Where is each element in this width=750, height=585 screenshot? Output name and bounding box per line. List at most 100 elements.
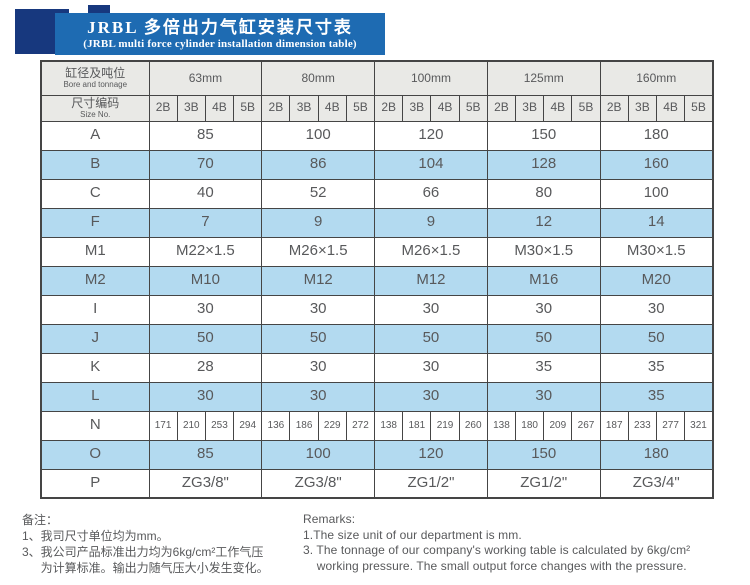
table-row-K: K 28 30 30 35 35: [40, 352, 714, 383]
cell-A-63mm: 85: [148, 120, 263, 151]
cell-M1-80mm: M26×1.5: [261, 236, 376, 267]
row-label-K: K: [40, 352, 150, 383]
cell-F-125mm: 12: [486, 207, 601, 238]
cell-O-125mm: 150: [486, 439, 601, 470]
size-code-125mm-4B: 4B: [543, 94, 573, 122]
cell-C-100mm: 66: [374, 178, 488, 209]
cell-L-80mm: 30: [261, 381, 376, 412]
row-label-N: N: [40, 410, 150, 441]
cell-C-160mm: 100: [599, 178, 714, 209]
table-row-B: B 70 86 104 128 160: [40, 149, 714, 180]
cell-C-63mm: 40: [148, 178, 263, 209]
cell-P-125mm: ZG1/2": [486, 468, 601, 499]
cell-N-80mm-5B: 272: [345, 410, 376, 441]
cell-L-100mm: 30: [374, 381, 488, 412]
cell-B-160mm: 160: [599, 149, 714, 180]
size-code-100mm-5B: 5B: [458, 94, 488, 122]
row-label-O: O: [40, 439, 150, 470]
notes-chinese: 备注： 1、我司尺寸单位均为mm。 3、我公司产品标准出力均为6kg/cm²工作气压…: [22, 512, 269, 576]
row-label-M1: M1: [40, 236, 150, 267]
size-code-80mm-5B: 5B: [345, 94, 376, 122]
cell-B-80mm: 86: [261, 149, 376, 180]
cell-N-160mm-3B: 233: [627, 410, 657, 441]
row-label-B: B: [40, 149, 150, 180]
table-row-O: O 85 100 120 150 180: [40, 439, 714, 470]
corner-bore-label-zh: 缸径及吨位: [65, 65, 126, 80]
cell-K-63mm: 28: [148, 352, 263, 383]
cell-O-100mm: 120: [374, 439, 488, 470]
size-code-160mm-5B: 5B: [684, 94, 714, 122]
size-code-63mm-5B: 5B: [233, 94, 263, 122]
bore-header-100mm: 100mm: [374, 60, 488, 96]
cell-B-63mm: 70: [148, 149, 263, 180]
cell-O-160mm: 180: [599, 439, 714, 470]
size-code-160mm-4B: 4B: [655, 94, 686, 122]
note-en-heading: Remarks:: [303, 512, 356, 526]
row-label-A: A: [40, 120, 150, 151]
cell-B-100mm: 104: [374, 149, 488, 180]
cell-N-100mm-5B: 260: [458, 410, 488, 441]
cell-L-125mm: 30: [486, 381, 601, 412]
cell-K-160mm: 35: [599, 352, 714, 383]
cell-J-100mm: 50: [374, 323, 488, 354]
cell-N-125mm-2B: 138: [486, 410, 517, 441]
cell-F-80mm: 9: [261, 207, 376, 238]
row-label-J: J: [40, 323, 150, 354]
size-code-160mm-2B: 2B: [599, 94, 629, 122]
size-code-63mm-3B: 3B: [176, 94, 206, 122]
row-label-I: I: [40, 294, 150, 325]
cell-M1-125mm: M30×1.5: [486, 236, 601, 267]
cell-C-125mm: 80: [486, 178, 601, 209]
notes-english: Remarks: 1.The size unit of our departmen…: [303, 512, 690, 574]
cell-I-80mm: 30: [261, 294, 376, 325]
cell-K-80mm: 30: [261, 352, 376, 383]
row-label-L: L: [40, 381, 150, 412]
cell-M1-100mm: M26×1.5: [374, 236, 488, 267]
cell-N-100mm-2B: 138: [374, 410, 404, 441]
row-label-P: P: [40, 468, 150, 499]
cell-B-125mm: 128: [486, 149, 601, 180]
corner-bore-label-en: Bore and tonnage: [63, 79, 128, 89]
size-code-80mm-3B: 3B: [289, 94, 319, 122]
cell-K-125mm: 35: [486, 352, 601, 383]
cell-N-160mm-4B: 277: [655, 410, 686, 441]
size-code-125mm-3B: 3B: [515, 94, 545, 122]
page-title-zh: JRBL 多倍出力气缸安装尺寸表: [87, 18, 353, 37]
bore-header-63mm: 63mm: [148, 60, 263, 96]
cell-A-125mm: 150: [486, 120, 601, 151]
table-row-M1: M1 M22×1.5 M26×1.5 M26×1.5 M30×1.5 M30×1.5: [40, 236, 714, 267]
table-row-F: F 7 9 9 12 14: [40, 207, 714, 238]
cell-L-63mm: 30: [148, 381, 263, 412]
size-code-100mm-2B: 2B: [374, 94, 404, 122]
page-title-en: (JRBL multi force cylinder installation …: [83, 38, 357, 50]
cell-M2-125mm: M16: [486, 265, 601, 296]
row-label-M2: M2: [40, 265, 150, 296]
cell-N-125mm-5B: 267: [571, 410, 601, 441]
dimension-table: 缸径及吨位 Bore and tonnage 63mm 80mm 100mm 125mm 1…: [40, 60, 714, 499]
cell-N-63mm-4B: 253: [204, 410, 235, 441]
cell-N-80mm-4B: 229: [317, 410, 347, 441]
cell-J-63mm: 50: [148, 323, 263, 354]
size-code-125mm-2B: 2B: [486, 94, 517, 122]
cell-M1-160mm: M30×1.5: [599, 236, 714, 267]
size-code-63mm-2B: 2B: [148, 94, 178, 122]
cell-P-160mm: ZG3/4": [599, 468, 714, 499]
cell-N-125mm-3B: 180: [515, 410, 545, 441]
note-zh-line-3: 为计算标准。输出力随气压大小发生变化。: [22, 561, 269, 575]
cell-I-125mm: 30: [486, 294, 601, 325]
cell-A-80mm: 100: [261, 120, 376, 151]
note-zh-line-2: 3、我公司产品标准出力均为6kg/cm²工作气压: [22, 545, 264, 559]
cell-I-63mm: 30: [148, 294, 263, 325]
cell-N-100mm-4B: 219: [430, 410, 460, 441]
note-zh-heading: 备注：: [22, 513, 59, 527]
cell-C-80mm: 52: [261, 178, 376, 209]
corner-size-header: 尺寸编码 Size No.: [40, 94, 150, 122]
cell-A-100mm: 120: [374, 120, 488, 151]
note-en-line-3: working pressure. The small output force…: [303, 558, 687, 573]
cell-P-63mm: ZG3/8": [148, 468, 263, 499]
cell-A-160mm: 180: [599, 120, 714, 151]
cell-J-160mm: 50: [599, 323, 714, 354]
row-label-C: C: [40, 178, 150, 209]
table-row-A: A 85 100 120 150 180: [40, 120, 714, 151]
bore-header-125mm: 125mm: [486, 60, 601, 96]
